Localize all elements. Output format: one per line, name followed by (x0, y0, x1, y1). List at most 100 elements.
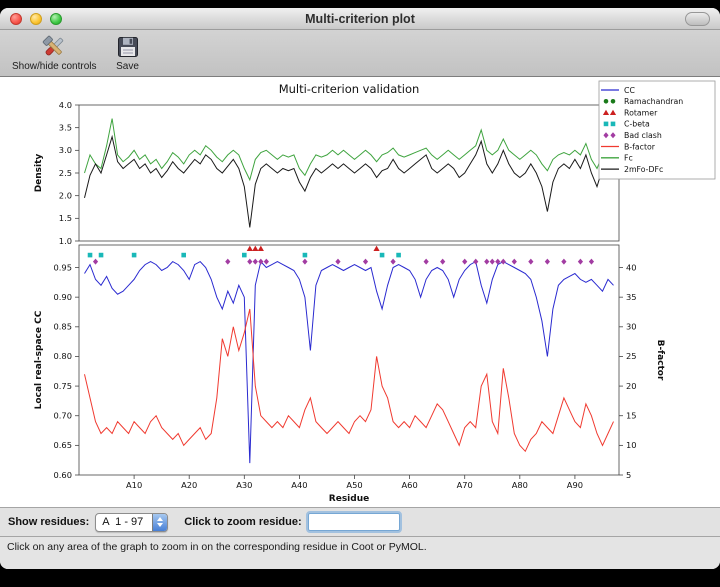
down-arrow-icon (157, 523, 164, 527)
c-beta-marker (302, 252, 308, 258)
y-tick-label: 1.0 (59, 236, 72, 246)
y-tick-label: 4.0 (59, 100, 72, 110)
rotamer-marker (373, 245, 380, 251)
y-tick-label: 2.5 (59, 168, 72, 178)
c-beta-marker (98, 252, 104, 258)
y-tick-label: 3.0 (59, 145, 72, 155)
series-CC (84, 260, 614, 464)
zoom-residue-input[interactable] (305, 511, 402, 533)
residue-tick-label: A70 (457, 480, 473, 490)
save-label: Save (116, 61, 139, 72)
y-tick-label: 0.60 (54, 470, 72, 480)
legend-label: CC (624, 86, 635, 95)
show-hide-controls-button[interactable]: Show/hide controls (12, 34, 97, 72)
residue-tick-label: A80 (512, 480, 528, 490)
show-hide-controls-label: Show/hide controls (12, 61, 97, 72)
bad-clash-marker (225, 258, 231, 265)
y-tick-label: 0.95 (54, 262, 72, 272)
close-button[interactable] (10, 13, 22, 25)
residue-range-select[interactable]: A 1 - 97 (95, 512, 169, 532)
up-arrow-icon (157, 517, 164, 521)
y-tick-label: 0.75 (54, 381, 72, 391)
series-2mFo-DFc (84, 134, 614, 228)
save-button[interactable]: Save (115, 34, 141, 72)
c-beta-marker (242, 252, 247, 258)
show-residues-label: Show residues: (8, 516, 90, 528)
legend-label: Fc (624, 154, 633, 163)
y-tick-label: 0.90 (54, 292, 72, 302)
bad-clash-marker (440, 258, 446, 265)
residue-tick-label: A90 (567, 480, 583, 490)
bad-clash-marker (511, 258, 517, 265)
stepper-arrows-icon (152, 513, 168, 531)
title-bar[interactable]: Multi-criterion plot (0, 8, 720, 30)
residue-range-value: A 1 - 97 (102, 515, 144, 528)
rotamer-marker (252, 245, 259, 251)
b-factor-axis-label: B-factor (655, 340, 665, 381)
zoom-residue-label: Click to zoom residue: (184, 516, 302, 528)
bad-clash-marker (489, 258, 495, 265)
multi-criterion-figure[interactable]: Multi-criterion validation 4.0 3.5 3.0 2.5 2.… (1, 77, 719, 507)
bad-clash-marker (462, 258, 468, 265)
toolbar: Show/hide controls Save (0, 30, 720, 77)
figure-title: Multi-criterion validation (279, 82, 420, 96)
y-tick-label: 0.80 (54, 351, 72, 361)
legend-label: Bad clash (624, 131, 662, 140)
plot-canvas[interactable]: Multi-criterion validation 4.0 3.5 3.0 2.5 2.… (0, 77, 720, 507)
b-factor-tick-label: 20 (626, 381, 637, 391)
y-tick-label: 3.5 (59, 122, 72, 132)
residue-tick-label: A10 (126, 480, 142, 490)
series-B-factor (84, 308, 614, 453)
zoom-window-button[interactable] (50, 13, 62, 25)
x-axis-label: Residue (329, 494, 369, 504)
bad-clash-marker (588, 258, 595, 265)
bad-clash-marker (495, 258, 501, 265)
rotamer-marker (257, 245, 264, 251)
status-text: Click on any area of the graph to zoom i… (7, 541, 427, 553)
c-beta-marker (396, 252, 401, 258)
y-tick-label: 2.0 (59, 190, 72, 200)
b-factor-tick-label: 40 (626, 262, 637, 272)
bad-clash-marker (247, 258, 253, 265)
bad-clash-marker (473, 258, 479, 265)
minimize-button[interactable] (30, 13, 42, 25)
c-beta-marker (379, 252, 385, 258)
bad-clash-marker (500, 258, 506, 265)
residue-tick-label: A50 (346, 480, 362, 490)
bad-clash-marker (544, 258, 550, 265)
status-bar: Click on any area of the graph to zoom i… (0, 536, 720, 569)
rotamer-marker (246, 245, 253, 251)
residue-tick-label: A40 (291, 480, 307, 490)
legend-label: 2mFo-DFc (624, 165, 663, 174)
series-Fc (84, 118, 614, 182)
b-factor-tick-label: 15 (626, 411, 637, 421)
bad-clash-marker (484, 258, 490, 265)
legend-label: Ramachandran (624, 97, 683, 106)
window-title: Multi-criterion plot (305, 12, 415, 26)
b-factor-tick-label: 10 (626, 440, 637, 450)
c-beta-marker (87, 252, 93, 258)
bad-clash-marker (577, 258, 584, 265)
multi-criterion-plot-window: Multi-criterion plot Show/hide controls (0, 8, 720, 569)
bad-clash-marker (92, 258, 99, 265)
tools-icon (43, 35, 64, 56)
legend-label: C-beta (624, 120, 650, 129)
bad-clash-marker (423, 258, 429, 265)
controls-bar: Show residues: A 1 - 97 Click to zoom re… (0, 507, 720, 536)
axes-0: 4.0 3.5 3.0 2.5 2.0 1.5 1.0 Density (34, 100, 620, 246)
window-buttons (10, 13, 62, 25)
save-icon (117, 37, 138, 57)
axes-1: 0.95 0.90 0.85 0.80 0.75 0.70 0.65 0.60 40 35 30 25… (34, 244, 665, 504)
bad-clash-marker (561, 258, 567, 265)
bad-clash-marker (258, 258, 264, 265)
residue-tick-label: A60 (401, 480, 417, 490)
y-axis-label: Local real-space CC (34, 310, 44, 409)
y-axis-label: Density (34, 154, 44, 193)
c-beta-marker (181, 252, 186, 258)
bad-clash-marker (528, 258, 534, 265)
b-factor-tick-label: 25 (626, 351, 637, 361)
b-factor-tick-label: 5 (626, 470, 631, 480)
y-tick-label: 1.5 (59, 213, 72, 223)
toolbar-toggle-button[interactable] (685, 12, 710, 26)
residue-tick-label: A30 (236, 480, 252, 490)
